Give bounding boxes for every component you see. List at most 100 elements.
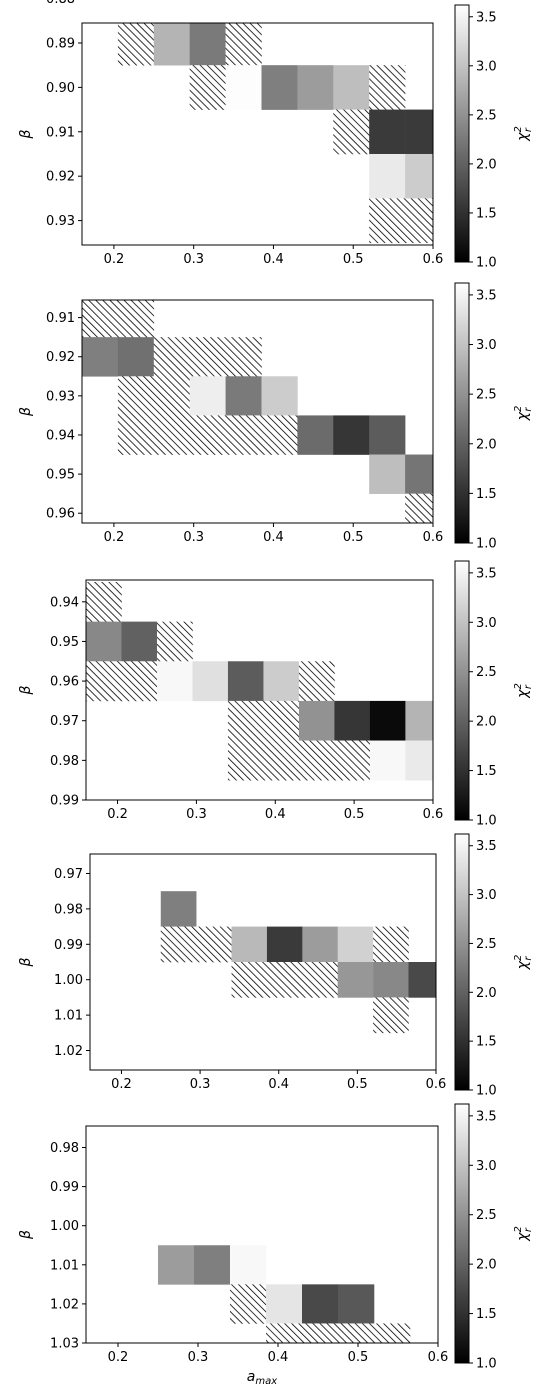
hatched-cell — [302, 962, 339, 998]
y-tick-label: 0.93 — [46, 214, 75, 229]
heatmap-cell — [302, 1284, 339, 1324]
y-axis-label: β — [18, 685, 34, 695]
colorbar-tick-label: 2.0 — [476, 986, 497, 1001]
heatmap-cell — [369, 454, 406, 494]
x-tick-label: 0.2 — [108, 1350, 129, 1365]
heatmap-cell — [261, 376, 298, 416]
hatched-cell — [334, 740, 371, 781]
y-tick-label: 0.98 — [50, 1141, 79, 1156]
y-tick-label: 0.89 — [46, 36, 75, 51]
heatmap-cell — [302, 926, 339, 963]
hatched-cell — [153, 376, 190, 416]
hatched-cell — [261, 415, 298, 455]
heatmap-cell — [121, 621, 158, 662]
plot-frame — [89, 853, 437, 1071]
heatmap-cells — [160, 891, 436, 1034]
panel-4: 0.2 0.3 0.4 0.5 0.6 0.97 0.98 0.99 1.00 1.01 1.02 β… — [18, 833, 534, 1099]
x-tick-label: 0.3 — [188, 1350, 209, 1365]
panel-5: 0.2 0.3 0.4 0.5 0.6 0.98 0.99 1.00 1.01 1.02 1.03 β… — [18, 1103, 534, 1387]
x-tick-label: 0.2 — [107, 807, 128, 822]
y-tick-label: 0.91 — [46, 311, 75, 326]
x-tick-label: 0.6 — [423, 252, 444, 267]
heatmap-cell — [298, 700, 335, 741]
y-tick-label: 1.01 — [54, 1009, 83, 1024]
x-tick-label: 0.2 — [111, 1077, 132, 1092]
y-tick-label: 0.88 — [46, 0, 75, 7]
y-tick-label: 1.00 — [50, 1219, 79, 1234]
colorbar: 1.0 1.5 2.0 2.5 3.0 3.5 χ2r — [454, 833, 534, 1099]
x-tick-label: 0.5 — [344, 807, 365, 822]
hatched-cell — [189, 337, 226, 377]
heatmap-cell — [192, 661, 229, 702]
hatched-cell — [117, 23, 155, 66]
x-tick-label: 0.4 — [263, 530, 284, 545]
heatmap-cells — [158, 1245, 411, 1343]
y-axis-label: β — [18, 1230, 34, 1240]
heatmap-cell — [230, 1245, 267, 1285]
colorbar: 1.0 1.5 2.0 2.5 3.0 3.5 χ2r — [454, 282, 534, 552]
hatched-cell — [227, 700, 264, 741]
colorbar-tick-label: 3.5 — [476, 839, 497, 854]
colorbar-label: χ2r — [513, 683, 534, 699]
x-tick-label: 0.2 — [104, 252, 125, 267]
hatched-cell — [156, 621, 193, 662]
colorbar-tick-label: 3.0 — [476, 616, 497, 631]
y-tick-label: 0.95 — [50, 635, 79, 650]
colorbar-tick-label: 2.5 — [476, 1208, 497, 1223]
heatmap-cell — [369, 109, 406, 155]
heatmap-cell — [82, 337, 119, 377]
heatmap-cell — [225, 65, 262, 110]
heatmap-cell — [369, 415, 406, 455]
plot-frame — [85, 1125, 439, 1344]
x-tick-label: 0.4 — [263, 252, 284, 267]
heatmap-cell — [266, 926, 303, 963]
colorbar-tick-label: 2.5 — [476, 108, 497, 123]
heatmap-cells — [82, 300, 433, 523]
y-tick-label: 0.99 — [50, 794, 79, 809]
y-tick-label: 0.98 — [50, 754, 79, 769]
y-tick-label: 0.92 — [46, 170, 75, 185]
hatched-cell — [230, 1284, 267, 1324]
colorbar-label: χ2r — [513, 126, 534, 142]
x-tick-label: 0.3 — [186, 807, 207, 822]
colorbar-tick-label: 3.0 — [476, 1159, 497, 1174]
heatmap-cell — [405, 153, 433, 199]
panels-group: 0.2 0.3 0.4 0.5 0.6 0.88 0.89 0.90 0.91 0.92 0.93 β… — [18, 0, 534, 1387]
heatmap-cell — [189, 376, 226, 416]
heatmap-cell — [405, 109, 433, 155]
colorbar: 1.0 1.5 2.0 2.5 3.0 3.5 χ2r — [454, 4, 534, 271]
hatched-cell — [369, 198, 406, 244]
hatched-cell — [196, 926, 232, 963]
colorbar-gradient — [454, 833, 470, 1091]
x-tick-label: 0.5 — [348, 1350, 369, 1365]
hatched-cell — [263, 740, 300, 781]
heatmap-cell — [189, 23, 226, 66]
hatched-cell — [86, 581, 122, 622]
colorbar-tick-label: 3.5 — [476, 10, 497, 25]
hatched-cell — [86, 661, 122, 702]
y-tick-label: 1.01 — [50, 1258, 79, 1273]
heatmap-cell — [333, 415, 370, 455]
y-axis-label: β — [18, 407, 34, 417]
colorbar-tick-label: 1.0 — [476, 256, 497, 271]
colorbar-tick-label: 3.0 — [476, 59, 497, 74]
heatmap-cell — [227, 661, 264, 702]
colorbar-label: χ2r — [513, 1226, 534, 1242]
hatched-cell — [405, 493, 433, 523]
hatched-cell — [266, 1323, 303, 1343]
hatched-cell — [189, 65, 226, 110]
hatched-cell — [121, 661, 158, 702]
colorbar-tick-label: 1.5 — [476, 1307, 497, 1322]
y-tick-label: 0.92 — [46, 350, 75, 365]
heatmap-cell — [297, 65, 334, 110]
x-tick-label: 0.3 — [190, 1077, 211, 1092]
hatched-cell — [231, 962, 268, 998]
heatmap-cell — [118, 0, 154, 21]
x-tick-label: 0.6 — [426, 1077, 447, 1092]
colorbar-gradient — [454, 4, 470, 263]
x-tick-label: 0.2 — [104, 530, 125, 545]
heatmap-cell — [117, 337, 155, 377]
heatmap-cell — [86, 621, 122, 662]
hatched-cell — [373, 997, 409, 1034]
